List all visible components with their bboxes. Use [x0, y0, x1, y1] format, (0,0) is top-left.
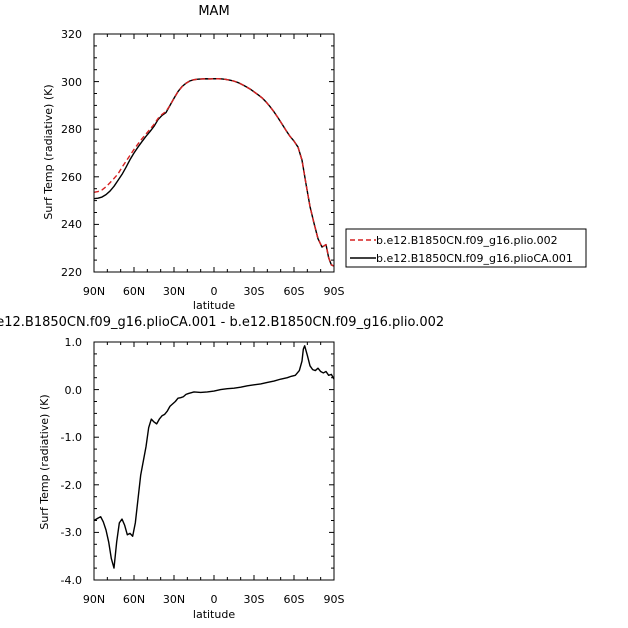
bottom-ylabel: Surf Temp (radiative) (K) — [38, 394, 51, 529]
bottom-x-ticks: 90N 60N 30N 0 30S 60S 90S — [83, 593, 345, 606]
top-xtick-label: 90S — [324, 285, 345, 298]
top-tick-marks — [93, 33, 335, 273]
bottom-y-ticks: 1.0 0.0 -1.0 -2.0 -3.0 -4.0 — [61, 336, 82, 587]
top-xlabel: latitude — [193, 299, 235, 312]
top-series-line-0 — [93, 78, 335, 267]
top-y-ticks: 220 240 260 280 300 320 — [61, 28, 82, 279]
bottom-ytick-label: -2.0 — [61, 479, 82, 492]
bottom-series-lines — [93, 345, 335, 569]
top-x-ticks: 90N 60N 30N 0 30S 60S 90S — [83, 285, 345, 298]
bottom-xtick-label: 60S — [284, 593, 305, 606]
top-xtick-label: 30S — [244, 285, 265, 298]
bottom-xlabel: latitude — [193, 608, 235, 621]
legend-box — [345, 228, 587, 268]
legend: b.e12.B1850CN.f09_g16.plio.002 b.e12.B18… — [345, 228, 587, 268]
legend-label-plio: b.e12.B1850CN.f09_g16.plio.002 — [376, 234, 558, 247]
bottom-panel: b.e12.B1850CN.f09_g16.plioCA.001 - b.e12… — [0, 315, 444, 621]
top-series-lines — [93, 78, 335, 267]
top-ytick-label: 280 — [61, 123, 82, 136]
bottom-xtick-label: 30S — [244, 593, 265, 606]
bottom-xtick-label: 0 — [211, 593, 218, 606]
top-ytick-label: 300 — [61, 76, 82, 89]
top-xtick-label: 0 — [211, 285, 218, 298]
top-ytick-label: 220 — [61, 266, 82, 279]
legend-label-plioca: b.e12.B1850CN.f09_g16.plioCA.001 — [376, 252, 573, 265]
bottom-xtick-label: 30N — [163, 593, 185, 606]
bottom-xtick-label: 90S — [324, 593, 345, 606]
top-xtick-label: 60N — [123, 285, 145, 298]
top-panel: MAM Surf Temp (radiative) (K) 90N 60N 30… — [42, 4, 345, 312]
top-xtick-label: 60S — [284, 285, 305, 298]
top-ylabel: Surf Temp (radiative) (K) — [42, 84, 55, 219]
bottom-ytick-label: 0.0 — [65, 384, 83, 397]
top-xtick-label: 30N — [163, 285, 185, 298]
bottom-title: b.e12.B1850CN.f09_g16.plioCA.001 - b.e12… — [0, 315, 444, 330]
bottom-xtick-label: 90N — [83, 593, 105, 606]
bottom-ytick-label: 1.0 — [65, 336, 83, 349]
top-ytick-label: 260 — [61, 171, 82, 184]
bottom-tick-marks — [93, 341, 335, 581]
top-title: MAM — [198, 4, 229, 19]
bottom-ytick-label: -1.0 — [61, 431, 82, 444]
top-ytick-label: 320 — [61, 28, 82, 41]
top-xtick-label: 90N — [83, 285, 105, 298]
bottom-series-line-0 — [93, 345, 335, 569]
top-series-line-1 — [93, 78, 335, 267]
top-ytick-label: 240 — [61, 218, 82, 231]
bottom-xtick-label: 60N — [123, 593, 145, 606]
top-plot-frame — [93, 33, 335, 273]
bottom-plot-frame — [93, 341, 335, 581]
bottom-ytick-label: -4.0 — [61, 574, 82, 587]
bottom-ytick-label: -3.0 — [61, 526, 82, 539]
